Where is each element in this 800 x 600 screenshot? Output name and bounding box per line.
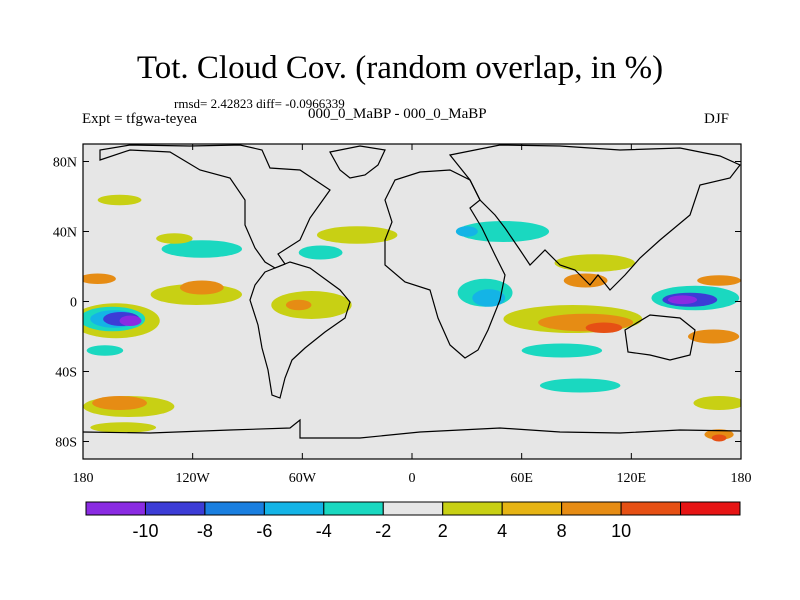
coast-africa-europe bbox=[384, 169, 506, 359]
case-label: 000_0_MaBP - 000_0_MaBP bbox=[308, 106, 487, 122]
anomaly-region-33 bbox=[697, 275, 741, 286]
colorbar-label-4: -2 bbox=[375, 521, 391, 541]
coast-north-america bbox=[99, 144, 331, 269]
anomaly-region-11 bbox=[156, 233, 193, 244]
lon-tick-label-3: 0 bbox=[409, 471, 416, 486]
anomaly-region-12 bbox=[97, 194, 142, 206]
anomaly-region-17 bbox=[316, 226, 398, 244]
colorbar-box-5 bbox=[382, 501, 444, 516]
coast-asia bbox=[448, 144, 741, 291]
colorbar-box-9 bbox=[620, 501, 682, 516]
colorbar-label-8: 10 bbox=[611, 521, 631, 541]
anomaly-region-28 bbox=[521, 343, 603, 358]
lat-tick-label-2: 0 bbox=[70, 296, 77, 311]
colorbar-label-3: -4 bbox=[316, 521, 332, 541]
anomaly-region-32 bbox=[667, 295, 698, 305]
anomaly-region-29 bbox=[539, 378, 621, 393]
colorbar-label-0: -10 bbox=[132, 521, 158, 541]
lat-tick-label-0: 80N bbox=[53, 156, 77, 171]
colorbar-box-7 bbox=[501, 501, 563, 516]
anomaly-region-20 bbox=[472, 289, 506, 307]
anomaly-region-16 bbox=[285, 299, 312, 311]
anomaly-region-18 bbox=[298, 245, 343, 260]
lat-tick-label-1: 40N bbox=[53, 226, 77, 241]
coast-greenland bbox=[329, 145, 386, 179]
lat-tick-label-4: 80S bbox=[55, 436, 77, 451]
coast-south-america bbox=[249, 261, 351, 399]
lon-tick-label-6: 180 bbox=[731, 471, 752, 486]
colorbar: -10 -8 -6 -4 -2 2 4 8 10 bbox=[85, 501, 741, 541]
anomaly-field bbox=[83, 194, 741, 442]
anomaly-region-9 bbox=[90, 422, 157, 433]
anomaly-region-15 bbox=[271, 291, 352, 319]
colorbar-box-6 bbox=[442, 501, 503, 516]
colorbar-label-2: -6 bbox=[256, 521, 272, 541]
colorbar-box-8 bbox=[561, 501, 622, 516]
stats-readout: rmsd= 2.42823 diff= -0.0966339 bbox=[174, 96, 345, 111]
anomaly-region-37 bbox=[711, 434, 727, 442]
anomaly-region-14 bbox=[179, 280, 224, 295]
colorbar-label-5: 2 bbox=[438, 521, 448, 541]
lon-tick-label-0: 180 bbox=[73, 471, 94, 486]
lat-tick-label-3: 40S bbox=[55, 366, 77, 381]
colorbar-box-2 bbox=[204, 501, 265, 516]
colorbar-box-10 bbox=[680, 501, 741, 516]
plot-title: Tot. Cloud Cov. (random overlap, in %) bbox=[136, 50, 664, 86]
season-label: DJF bbox=[704, 111, 730, 127]
anomaly-region-4 bbox=[119, 315, 142, 326]
colorbar-box-3 bbox=[263, 501, 325, 516]
lon-tick-label-1: 120W bbox=[176, 471, 211, 486]
colorbar-box-1 bbox=[144, 501, 206, 516]
anomaly-region-6 bbox=[86, 345, 124, 356]
axis-ticks: 80N 40N 0 40S 80S 180 120W 60W 0 60E 120E 180 bbox=[53, 144, 752, 486]
coast-australia bbox=[624, 314, 696, 361]
lon-tick-label-2: 60W bbox=[289, 471, 317, 486]
anomaly-region-35 bbox=[693, 396, 741, 410]
anomaly-region-22 bbox=[455, 226, 478, 237]
lon-tick-label-5: 120E bbox=[617, 471, 647, 486]
anomaly-region-27 bbox=[585, 322, 623, 333]
anomaly-region-34 bbox=[687, 329, 740, 344]
colorbar-box-4 bbox=[323, 501, 384, 516]
colorbar-box-0 bbox=[85, 501, 146, 516]
colorbar-label-7: 8 bbox=[557, 521, 567, 541]
anomaly-region-5 bbox=[83, 273, 116, 284]
anomaly-region-24 bbox=[554, 254, 635, 272]
colorbar-label-1: -8 bbox=[197, 521, 213, 541]
experiment-label: Expt = tfgwa-teyea bbox=[82, 111, 198, 127]
anomaly-region-10 bbox=[161, 240, 243, 258]
coastlines bbox=[83, 144, 741, 439]
anomaly-region-8 bbox=[92, 396, 147, 410]
colorbar-label-6: 4 bbox=[497, 521, 507, 541]
lon-tick-label-4: 60E bbox=[510, 471, 533, 486]
coast-antarctica bbox=[83, 418, 741, 439]
